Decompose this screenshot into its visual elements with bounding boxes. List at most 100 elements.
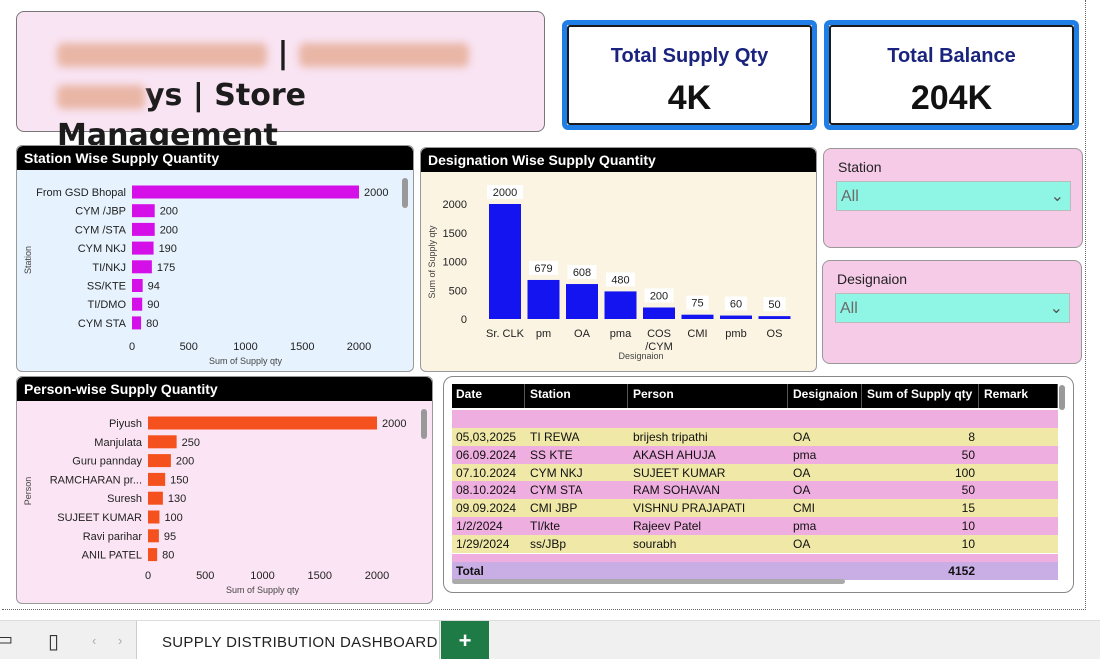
designation-chart-panel[interactable]: Designation Wise Supply Quantity 0 500 100… [420,147,817,372]
y-axis-label: Sum of Supply qty [427,225,437,299]
station-dropdown[interactable]: All ⌄ [836,181,1071,211]
category-label: From GSD Bhopal [36,187,126,199]
table-cell-station: TI/kte [530,519,561,533]
designation-chart-title: Designation Wise Supply Quantity [421,148,816,172]
chevron-down-icon[interactable]: ⌄ [1049,300,1063,317]
chevron-left-icon[interactable]: ‹ [92,633,97,648]
slicer-label: Station [838,159,882,175]
table-cell-qty: 10 [961,519,975,533]
category-label: Sr. CLK [486,328,525,340]
data-label: 608 [573,267,591,279]
slicer-label: Designaion [837,271,908,287]
column-header-station[interactable]: Station [526,384,628,408]
x-tick-label: 2000 [347,341,371,353]
table-row[interactable]: 07.10.2024 CYM NKJ SUJEET KUMAR OA 100 [452,463,1058,482]
kpi-total-supply[interactable]: Total Supply Qty 4K [562,20,817,130]
column-header-qty[interactable]: Sum of Supply qty [863,384,979,408]
chevron-right-icon[interactable]: › [118,633,123,648]
table-cell-qty: 100 [954,465,975,480]
chart-scrollbar[interactable] [402,178,408,208]
table-cell-qty: 8 [968,430,975,444]
title-line-1: | [57,34,527,74]
category-label: CYM NKJ [78,243,126,255]
y-tick-label: 2000 [443,199,467,211]
category-label: TI/NKJ [92,262,126,274]
total-label: Total [456,564,484,578]
category-label: CYM STA [78,318,127,330]
data-label-background [487,185,523,199]
column-header-remark[interactable]: Remark [980,384,1058,408]
table-cell-date: 09.09.2024 [456,501,517,516]
data-label: 175 [157,262,175,274]
data-label: 480 [611,274,629,286]
total-value: 4152 [948,564,975,578]
bar [681,314,714,319]
table-row-blank [452,410,1058,428]
designation-slicer[interactable]: Designaion All ⌄ [822,260,1082,364]
bar [148,416,377,430]
bar [148,454,171,468]
bar [489,204,521,319]
designation-bar-chart[interactable]: 0 500 1000 1500 2000 2000 Sr. CLK 679 pm 608 OA 480… [421,172,817,372]
data-label-background [725,296,747,311]
desktop-view-icon[interactable]: ▭ [0,629,14,649]
table-vertical-scrollbar[interactable] [1059,385,1065,410]
y-axis-label: Person [23,477,33,506]
data-label: 2000 [493,187,517,199]
x-axis-label: Sum of Supply qty [226,585,300,595]
kpi-label: Total Balance [887,45,1016,67]
supply-table[interactable]: Date Station Person Designaion Sum of Su… [452,384,1058,584]
chart-scrollbar[interactable] [421,409,427,439]
table-row[interactable]: 1/2/2024 TI/kte Rajeev Patel pma 10 [452,517,1058,535]
table-cell-date: 07.10.2024 [456,465,517,480]
add-page-button[interactable]: + [441,621,489,659]
title-card: | ys | Store Management [16,11,545,153]
column-header-date[interactable]: Date [452,384,525,408]
table-horizontal-scrollbar[interactable] [452,579,845,584]
data-label: 679 [534,263,552,275]
person-chart-panel[interactable]: Person-wise Supply Quantity Piyush 2000 Ma… [16,376,433,604]
tab-supply-distribution-dashboard[interactable]: SUPPLY DISTRIBUTION DASHBOARD [136,621,440,659]
table-row[interactable]: 08.10.2024 CYM STA RAM SOHAVAN OA 50 [452,481,1058,500]
category-label: pm [536,328,551,340]
bar [132,316,142,330]
bar [132,297,143,311]
table-row[interactable]: 05,03,2025 TI REWA brijesh tripathi OA 8 [452,428,1058,446]
bar [148,491,163,505]
kpi-total-balance[interactable]: Total Balance 204K [824,20,1079,130]
category-label: CYM /JBP [75,206,126,218]
x-tick-label: 1000 [250,570,274,582]
data-label: 250 [182,437,200,449]
table-cell-designation: CMI [793,501,815,516]
bar [148,472,166,486]
data-label: 95 [164,531,176,543]
column-header-designation[interactable]: Designaion [789,384,862,408]
data-label: 80 [146,318,158,330]
x-tick-label: 1500 [308,570,332,582]
person-bar-chart[interactable]: Piyush 2000 Manjulata 250 Guru pannday 200 RAM… [17,401,433,604]
table-cell-date: 1/29/2024 [456,536,510,551]
data-label: 2000 [364,187,388,199]
station-slicer[interactable]: Station All ⌄ [823,148,1083,248]
column-header-person[interactable]: Person [629,384,788,408]
data-label: 94 [148,281,160,293]
designation-dropdown[interactable]: All ⌄ [835,293,1070,323]
table-row[interactable]: 09.09.2024 CMI JBP VISHNU PRAJAPATI CMI 15 [452,499,1058,518]
chevron-down-icon[interactable]: ⌄ [1050,188,1064,205]
table-cell-designation: OA [793,483,811,498]
table-row[interactable]: 06.09.2024 SS KTE AKASH AHUJA pma 50 [452,445,1058,464]
data-label: 190 [159,243,177,255]
kpi-value: 204K [910,79,993,117]
mobile-view-icon[interactable]: ▯ [48,631,60,653]
x-tick-label: 0 [145,570,151,582]
bar [643,307,675,319]
supply-table-panel[interactable]: Date Station Person Designaion Sum of Su… [443,376,1074,593]
category-label: pmb [725,328,746,340]
bar [132,204,155,218]
title-separator: | [277,36,289,71]
kpi-inner-border [829,25,1074,125]
station-chart-panel[interactable]: Station Wise Supply Quantity From GSD Bh… [16,145,414,372]
table-row[interactable]: 1/29/2024 ss/JBp sourabh OA 10 [452,534,1058,553]
category-label: Suresh [107,493,142,505]
